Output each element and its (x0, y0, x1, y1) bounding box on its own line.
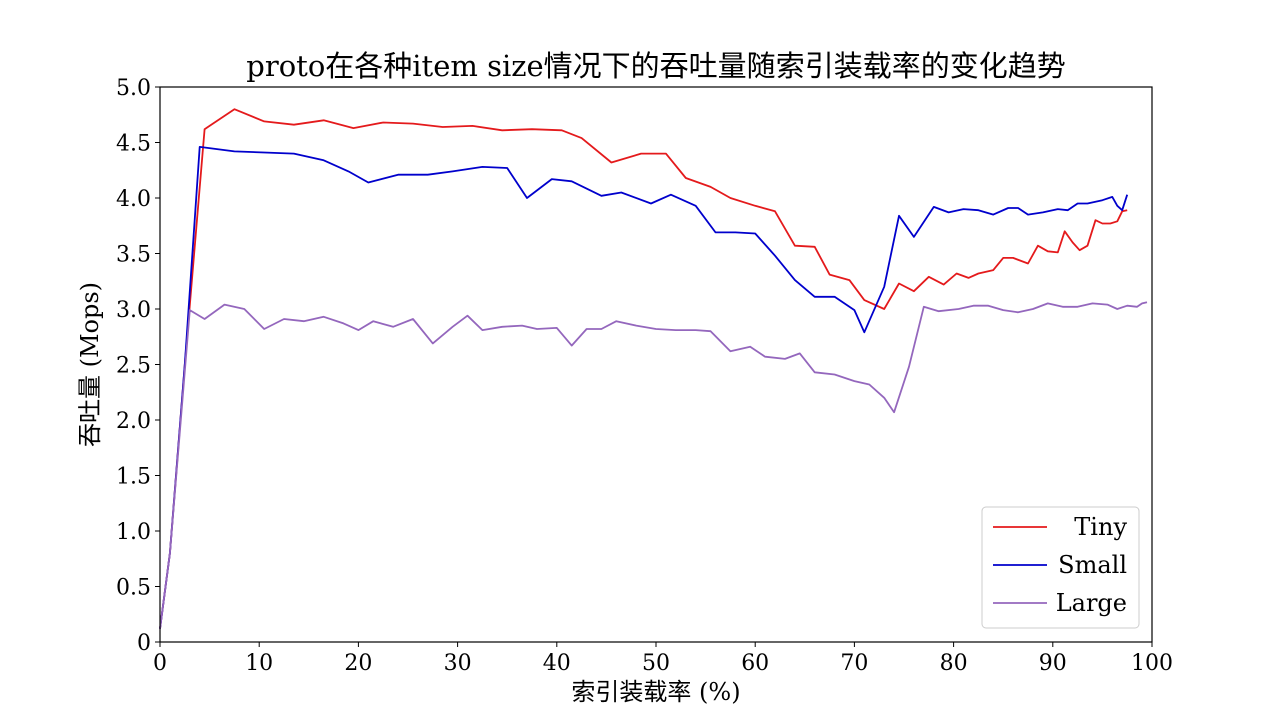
y-tick-label: 4.5 (116, 132, 151, 157)
x-tick-label: 90 (1039, 651, 1067, 676)
y-tick-label: 3.0 (116, 298, 151, 323)
legend-label-tiny: Tiny (1074, 513, 1127, 541)
y-tick-label: 2.0 (116, 409, 151, 434)
y-tick-label: 1.5 (116, 465, 151, 490)
series-line-large (159, 301, 1148, 629)
y-tick-label: 4.0 (116, 187, 151, 212)
x-tick-label: 100 (1131, 651, 1173, 676)
chart-title: proto在各种item size情况下的吞吐量随索引装载率的变化趋势 (246, 49, 1065, 83)
series-line-small (159, 146, 1129, 629)
legend-label-small: Small (1058, 551, 1127, 579)
x-tick-label: 70 (840, 651, 868, 676)
y-tick-label: 3.5 (116, 243, 151, 268)
x-tick-label: 0 (153, 651, 167, 676)
legend-box (981, 506, 1140, 629)
x-tick-label: 20 (344, 651, 372, 676)
y-tick-label: 2.5 (116, 354, 151, 379)
y-axis-label: 吞吐量 (Mops) (76, 282, 104, 447)
axis-ticks: 0 10 20 30 40 50 60 70 80 90 100 0 0.5 1.0 1.5 2.0 2.5 3.… (116, 76, 1173, 676)
legend: Tiny Small Large (981, 506, 1140, 629)
x-tick-label: 50 (642, 651, 670, 676)
series-lines (159, 108, 1148, 629)
x-tick-label: 80 (940, 651, 968, 676)
x-tick-label: 30 (444, 651, 472, 676)
y-tick-label: 1.0 (116, 520, 151, 545)
y-tick-label: 0 (137, 631, 151, 656)
x-axis-label: 索引装载率 (%) (571, 678, 740, 706)
legend-label-large: Large (1056, 589, 1127, 617)
x-tick-label: 60 (741, 651, 769, 676)
x-tick-label: 40 (543, 651, 571, 676)
x-tick-label: 10 (245, 651, 273, 676)
plot-area-frame (159, 86, 1153, 643)
series-line-tiny (159, 108, 1128, 629)
y-tick-label: 5.0 (116, 76, 151, 101)
y-tick-label: 0.5 (116, 576, 151, 601)
